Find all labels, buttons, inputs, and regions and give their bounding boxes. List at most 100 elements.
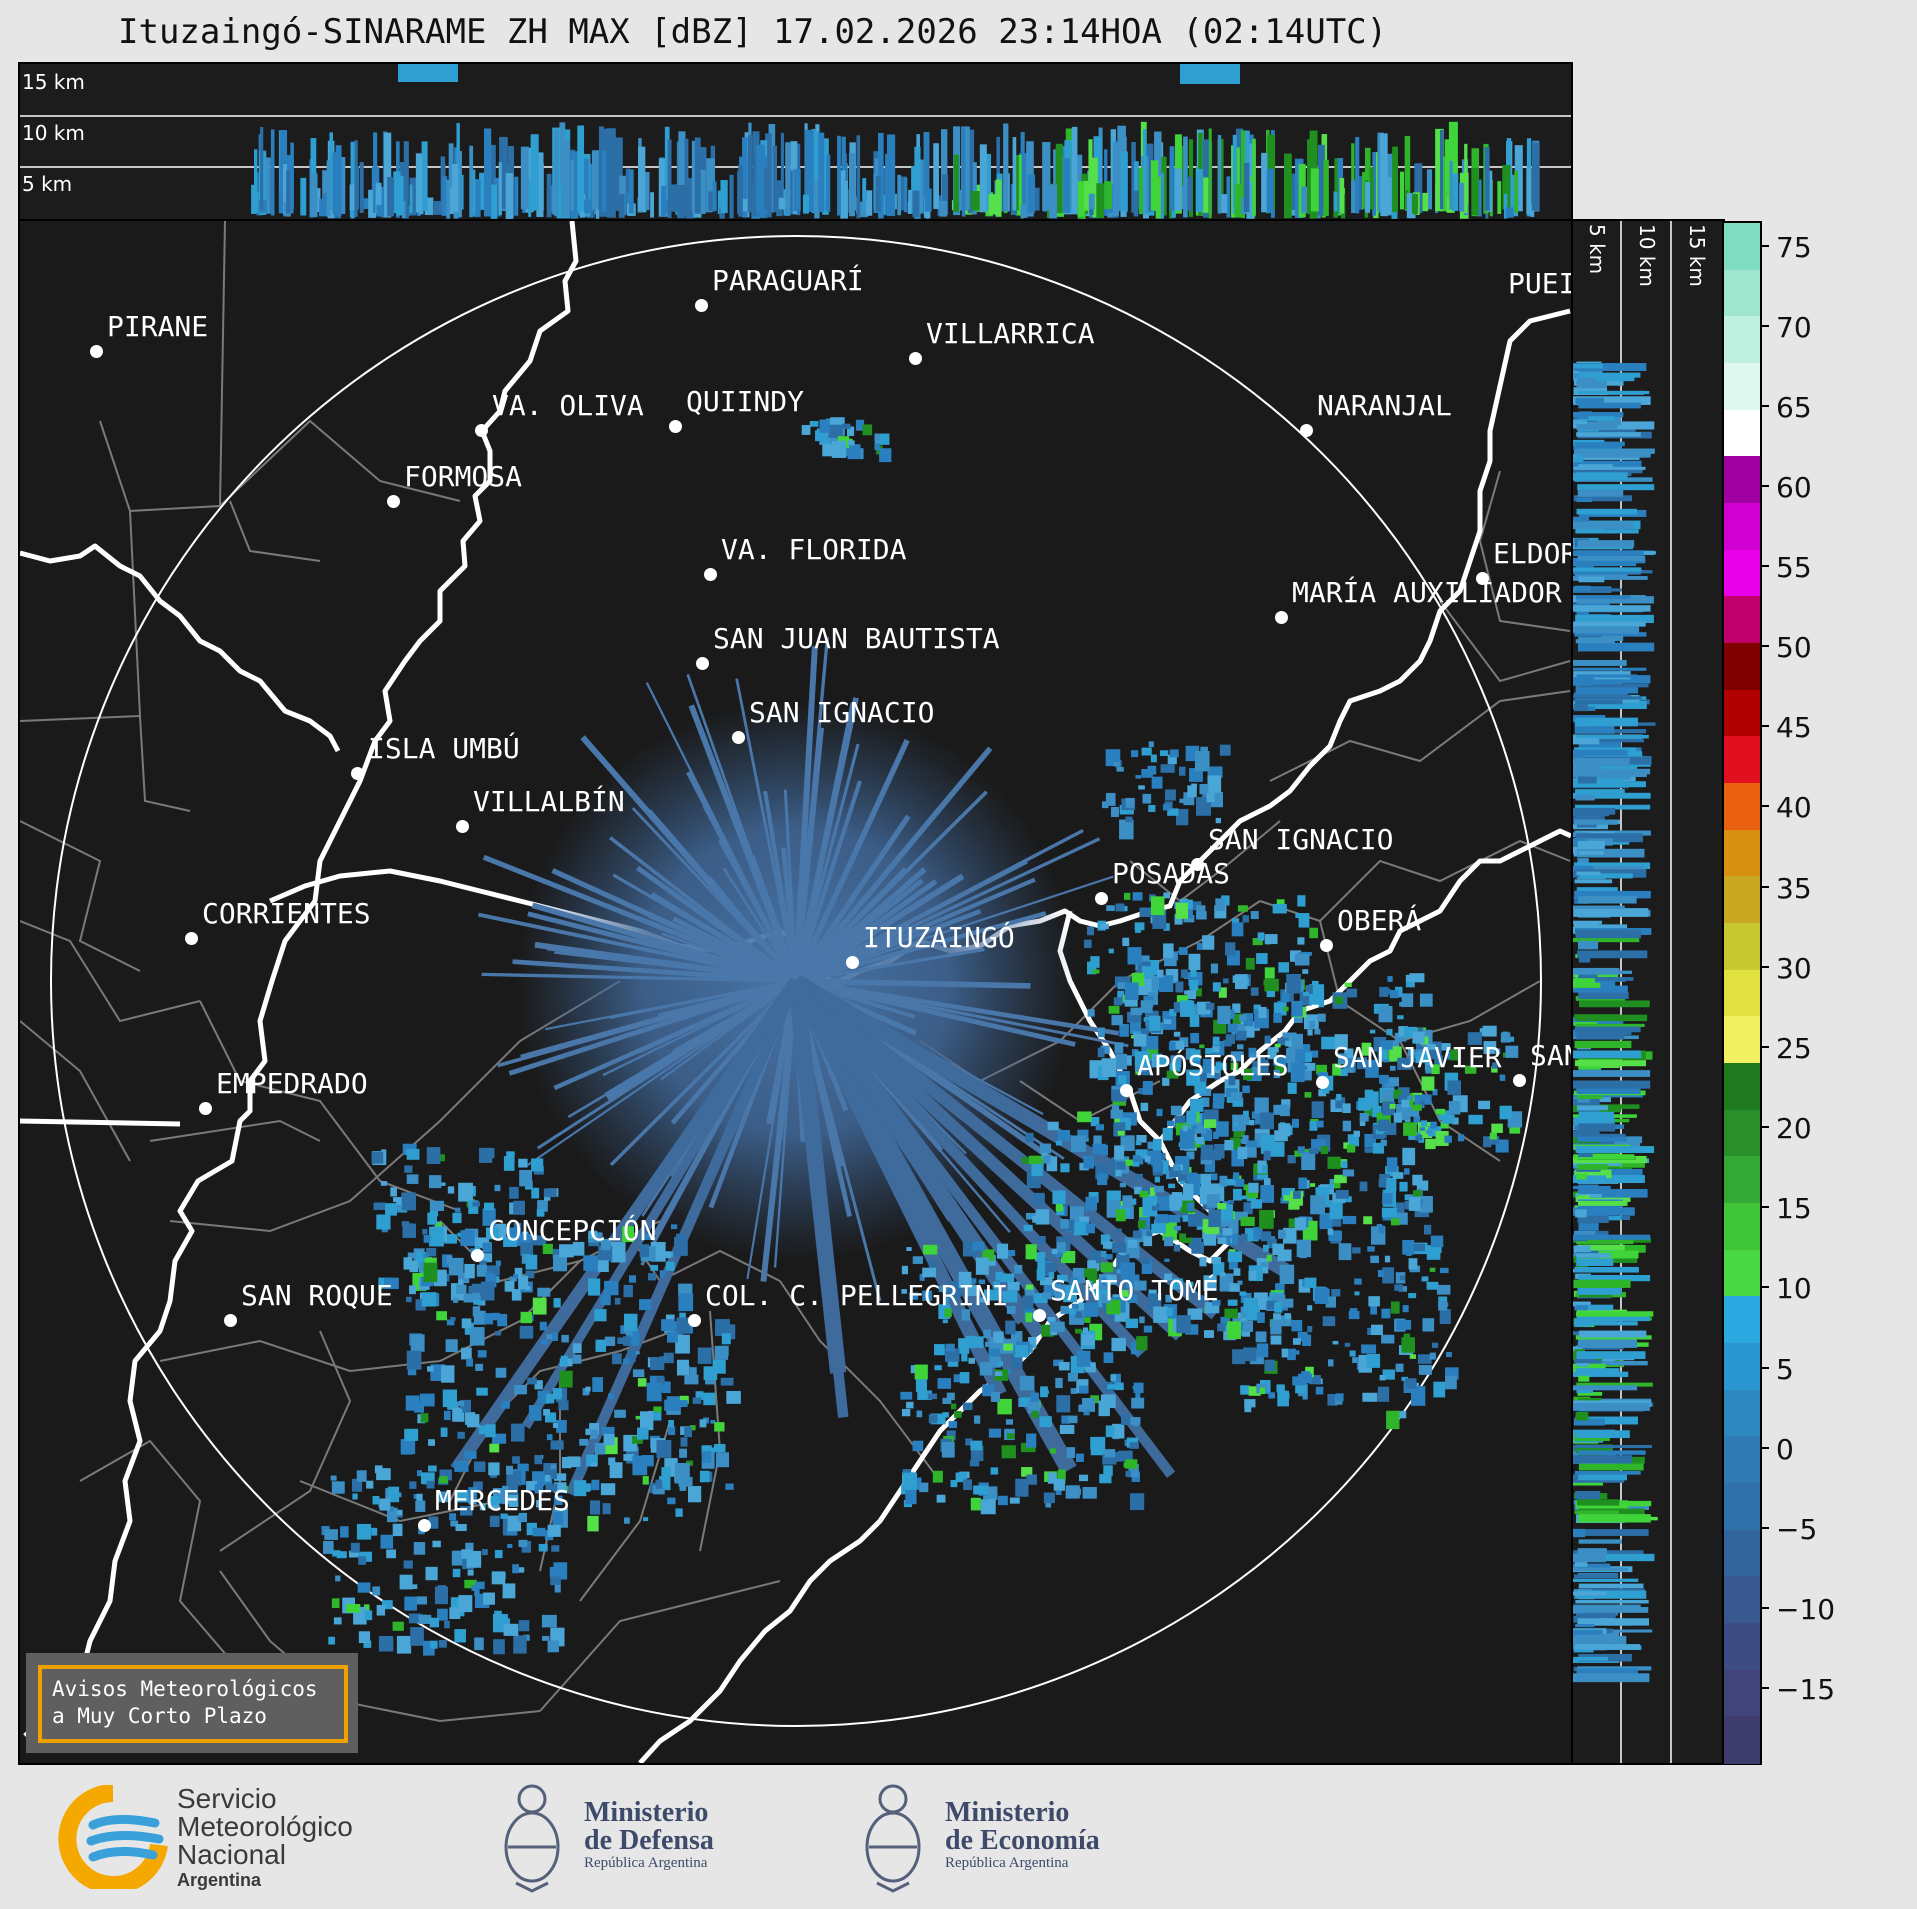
echo-cell <box>1346 1144 1356 1153</box>
profile-row <box>1578 957 1591 963</box>
profile-column <box>1077 181 1085 217</box>
profile-column <box>814 131 820 213</box>
echo-cell <box>1229 1283 1240 1292</box>
echo-cell <box>927 1393 937 1400</box>
profile-column <box>300 177 307 216</box>
echo-cell <box>847 440 855 446</box>
echo-cell <box>404 1596 417 1611</box>
echo-cell <box>1092 1289 1100 1298</box>
echo-cell <box>1196 943 1203 950</box>
echo-cell <box>536 1500 542 1508</box>
echo-cell <box>1369 1029 1376 1034</box>
profile-row <box>1578 1000 1650 1008</box>
echo-cell <box>594 1442 606 1455</box>
echo-cell <box>423 1235 431 1243</box>
echo-cell <box>1413 1243 1425 1252</box>
echo-cell <box>1118 1075 1127 1085</box>
echo-cell <box>1282 1298 1294 1308</box>
profile-column <box>875 176 881 212</box>
echo-cell <box>446 1319 455 1326</box>
profile-column <box>837 135 841 216</box>
profile-row <box>1575 595 1631 599</box>
warning-badge[interactable]: Avisos Meteorológicos a Muy Corto Plazo <box>26 1653 358 1753</box>
echo-cell <box>1483 1041 1497 1054</box>
echo-cell <box>406 1296 412 1303</box>
clutter-spoke <box>795 947 985 983</box>
profile-column <box>310 173 318 218</box>
echo-cell <box>1211 1256 1221 1264</box>
echo-cell <box>1327 1228 1334 1235</box>
echo-cell <box>472 1290 481 1300</box>
echo-cell <box>1164 1273 1173 1281</box>
profile-row <box>1571 412 1624 418</box>
echo-cell <box>477 1350 487 1358</box>
smn-logo-icon <box>58 1785 168 1889</box>
echo-cell <box>1147 765 1157 775</box>
profile-row <box>1575 1023 1645 1027</box>
profile-column <box>1131 141 1136 213</box>
profile-column <box>387 177 395 217</box>
warning-text-line2: a Muy Corto Plazo <box>52 1704 267 1728</box>
echo-cell <box>1263 1150 1271 1161</box>
echo-cell <box>1203 1330 1214 1338</box>
echo-cell <box>1425 1129 1433 1134</box>
profile-row <box>1571 778 1624 783</box>
echo-cell <box>401 1192 416 1211</box>
echo-cell <box>1237 905 1248 912</box>
echo-cell <box>1139 1191 1148 1198</box>
echo-cell <box>1113 997 1123 1006</box>
echo-cell <box>701 1445 712 1453</box>
profile-column <box>1451 173 1459 211</box>
echo-cell <box>402 1223 416 1238</box>
echo-cell <box>1051 1248 1058 1254</box>
echo-cell <box>942 1297 949 1305</box>
echo-cell <box>687 1486 702 1503</box>
profile-row <box>1573 495 1633 502</box>
profile-row <box>1576 1382 1653 1387</box>
echo-cell <box>1408 1293 1417 1299</box>
echo-cell <box>494 1184 501 1192</box>
profile-column <box>1526 168 1532 215</box>
echo-cell <box>1353 1130 1361 1137</box>
profile-row <box>1575 614 1654 624</box>
echo-cell <box>1315 1386 1324 1395</box>
profile-row <box>1575 1444 1652 1449</box>
echo-cell <box>1111 1089 1127 1102</box>
echo-cell <box>1301 1152 1316 1171</box>
echo-cell <box>828 424 843 438</box>
echo-cell <box>567 1456 581 1468</box>
echo-cell <box>1362 1392 1378 1402</box>
echo-cell <box>474 1637 484 1651</box>
echo-cell <box>482 1208 496 1226</box>
echo-cell <box>397 1509 403 1516</box>
clutter-spoke <box>795 978 1076 1047</box>
echo-cell <box>1099 1474 1112 1484</box>
echo-cell <box>643 1517 649 1522</box>
echo-cell <box>1215 898 1226 911</box>
profile-column <box>908 189 912 210</box>
echo-cell <box>1307 1325 1313 1333</box>
echo-cell <box>1100 1394 1116 1408</box>
echo-cell <box>1409 973 1425 983</box>
echo-cell <box>1024 1287 1035 1298</box>
echo-cell <box>414 1401 424 1413</box>
profile-column <box>961 126 970 210</box>
echo-cell <box>1314 1287 1329 1304</box>
echo-cell <box>970 1440 983 1451</box>
echo-cell <box>1306 985 1313 994</box>
echo-cell <box>1399 1275 1406 1281</box>
echo-cell <box>934 1365 942 1371</box>
profile-column <box>1497 181 1502 214</box>
echo-cell <box>1027 1399 1040 1414</box>
profile-row <box>1574 879 1613 884</box>
echo-cell <box>990 1392 1001 1402</box>
radar-map[interactable]: PARAGUARÍ VILLARRICA PIRANE QUIINDY VA. … <box>18 219 1573 1765</box>
echo-cell <box>1394 1284 1403 1291</box>
profile-column <box>1351 143 1355 213</box>
profile-column <box>401 200 406 219</box>
clutter-spoke <box>781 847 799 982</box>
echo-cell <box>1040 1277 1053 1286</box>
echo-cell <box>1283 1195 1293 1201</box>
echo-cell <box>1206 1194 1221 1208</box>
colorbar-band <box>1724 409 1760 458</box>
